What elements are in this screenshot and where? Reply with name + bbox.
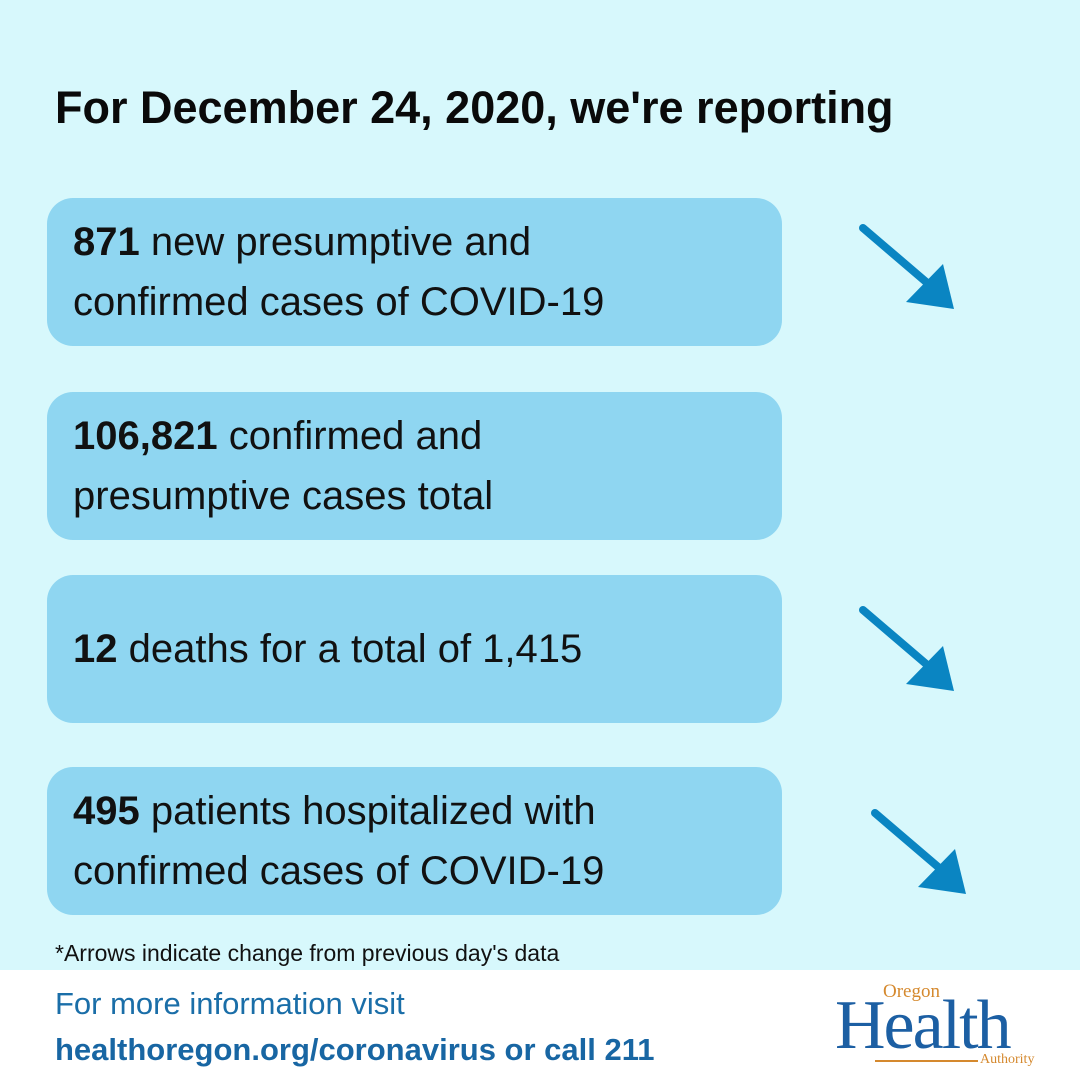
stat-text: 495 patients hospitalized with confirmed… [73,781,756,901]
logo-health-word: Health [835,987,1012,1064]
footer: For more information visit healthoregon.… [0,970,1080,1080]
logo-rule [875,1060,978,1062]
stat-card-hospitalized: 495 patients hospitalized with confirmed… [47,767,782,915]
logo-oregon-word: Oregon [883,981,940,1002]
stat-description: new presumptive and confirmed cases of C… [73,220,605,324]
stat-description: patients hospitalized with confirmed cas… [73,789,605,893]
stat-number: 871 [73,220,140,264]
stat-description: confirmed and presumptive cases total [73,414,494,518]
down-right-arrow-icon [859,606,954,691]
stat-card-deaths: 12 deaths for a total of 1,415 [47,575,782,723]
down-right-arrow-icon [859,224,954,309]
stat-number: 12 [73,627,118,671]
info-link[interactable]: healthoregon.org/coronavirus or call 211 [55,1032,655,1067]
info-text: For more information visit [55,986,405,1021]
stat-number: 495 [73,789,140,833]
stat-text: 106,821 confirmed and presumptive cases … [73,406,633,526]
logo-authority-word: Authority [980,1052,1035,1067]
stat-number: 106,821 [73,414,218,458]
stat-text: 12 deaths for a total of 1,415 [73,619,756,679]
down-right-arrow-icon [871,809,966,894]
stat-text: 871 new presumptive and confirmed cases … [73,212,673,332]
oregon-health-authority-logo: Health Oregon Authority [835,980,1050,1075]
headline: For December 24, 2020, we're reporting [55,82,894,133]
stat-card-new-cases: 871 new presumptive and confirmed cases … [47,198,782,346]
stat-description: deaths for a total of 1,415 [117,627,583,671]
stat-card-total-cases: 106,821 confirmed and presumptive cases … [47,392,782,540]
arrows-footnote: *Arrows indicate change from previous da… [55,940,560,966]
